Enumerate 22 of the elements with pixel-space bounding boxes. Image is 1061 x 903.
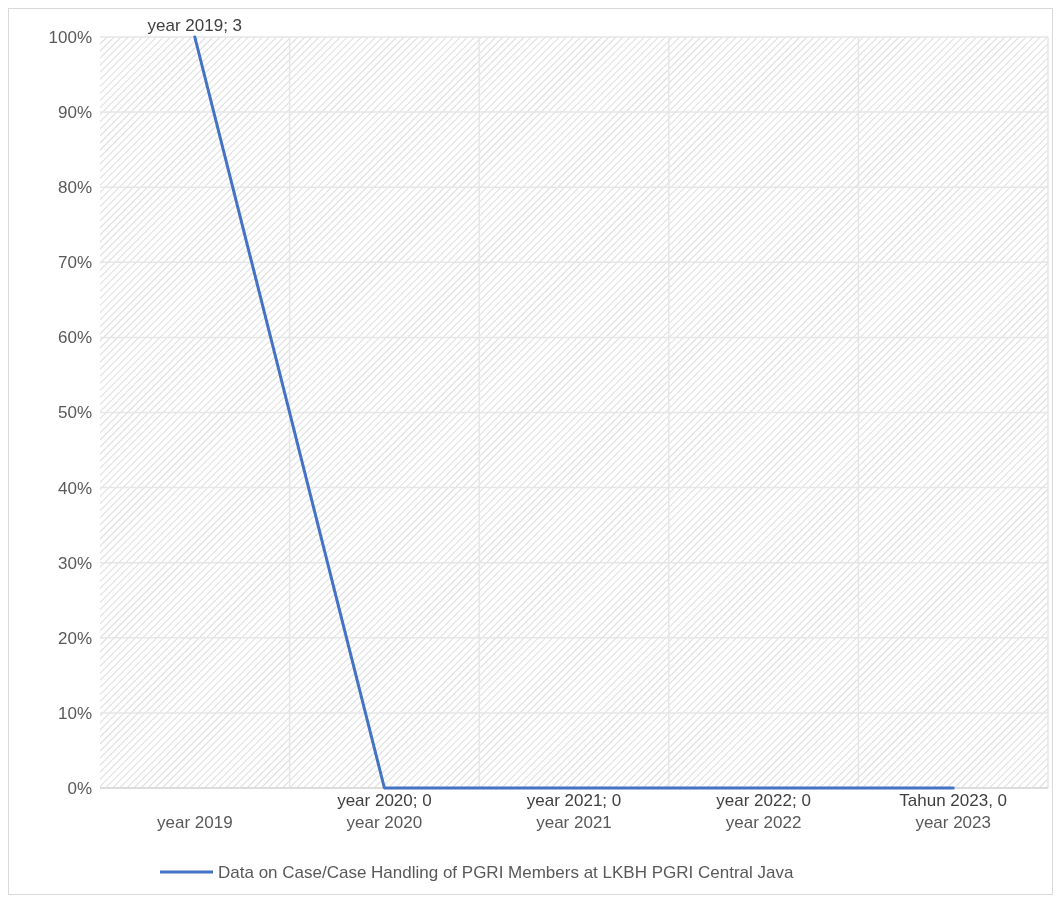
y-tick-label: 50% <box>57 403 92 423</box>
data-label: year 2021; 0 <box>526 791 622 810</box>
data-label: year 2020; 0 <box>337 791 432 810</box>
data-label: year 2019; 3 <box>147 16 243 35</box>
y-tick-label: 60% <box>57 328 92 348</box>
y-tick-label: 40% <box>57 478 92 498</box>
data-label: Tahun 2023, 0 <box>899 791 1008 810</box>
y-tick-label: 100% <box>48 27 92 47</box>
y-tick-label: 70% <box>57 253 92 273</box>
x-tick-label: year 2022 <box>725 813 802 832</box>
x-tick-label: year 2019 <box>156 813 233 832</box>
y-tick-label: 0% <box>67 778 92 798</box>
y-tick-label: 10% <box>57 703 92 723</box>
y-tick-label: 80% <box>57 178 92 198</box>
y-tick-label: 30% <box>57 553 92 573</box>
data-label: year 2022; 0 <box>716 791 811 810</box>
y-tick-label: 20% <box>57 628 92 648</box>
legend-label: Data on Case/Case Handling of PGRI Members at LKBH PGRI Central Java <box>218 862 794 882</box>
y-tick-label: 90% <box>57 103 92 123</box>
x-tick-label: year 2021 <box>536 813 612 832</box>
x-tick-label: year 2023 <box>915 813 992 832</box>
x-tick-label: year 2020 <box>346 813 423 832</box>
